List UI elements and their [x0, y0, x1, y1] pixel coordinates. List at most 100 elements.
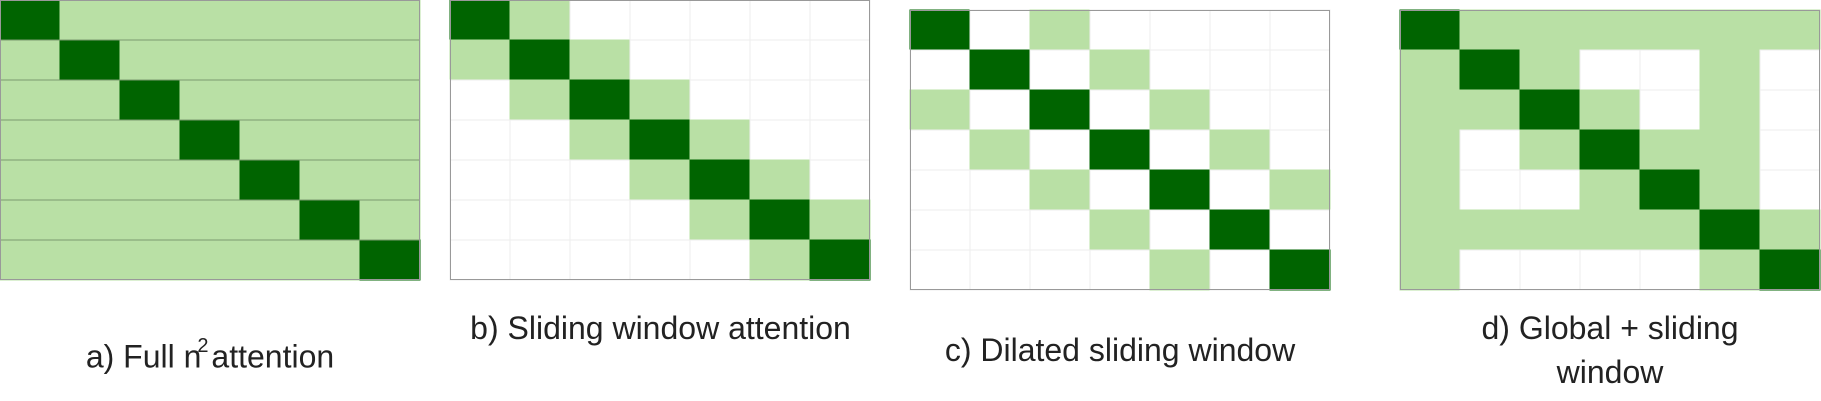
- cell: [1519, 89, 1581, 131]
- cell: [1639, 49, 1701, 91]
- cell: [0, 239, 61, 281]
- cell: [1459, 9, 1521, 51]
- cell: [179, 0, 241, 41]
- cell: [1639, 169, 1701, 211]
- cell: [239, 159, 301, 201]
- cell: [509, 79, 571, 121]
- cell: [1149, 49, 1211, 91]
- cell: [1699, 49, 1761, 91]
- cell: [59, 39, 121, 81]
- cell: [1209, 9, 1271, 51]
- cell: [0, 0, 61, 41]
- cell: [689, 199, 751, 241]
- cell: [1519, 9, 1581, 51]
- cell: [1089, 209, 1151, 251]
- cell: [59, 239, 121, 281]
- cell: [1759, 49, 1821, 91]
- cell: [59, 79, 121, 121]
- cell: [909, 209, 971, 251]
- cell: [1759, 129, 1821, 171]
- cell: [509, 119, 571, 161]
- cell: [749, 79, 811, 121]
- cell: [1519, 209, 1581, 251]
- cell: [1399, 49, 1461, 91]
- cell: [1759, 9, 1821, 51]
- cell: [509, 239, 571, 281]
- cell: [359, 119, 421, 161]
- cell: [1639, 249, 1701, 291]
- cell: [179, 159, 241, 201]
- cell: [1699, 129, 1761, 171]
- cell: [59, 159, 121, 201]
- cell: [749, 119, 811, 161]
- caption-b: b) Sliding window attention: [470, 310, 851, 346]
- cell: [1269, 249, 1331, 291]
- cell: [629, 39, 691, 81]
- cell: [689, 119, 751, 161]
- cell: [119, 79, 181, 121]
- cell: [569, 119, 631, 161]
- cell: [59, 119, 121, 161]
- cell: [299, 39, 361, 81]
- cell: [299, 199, 361, 241]
- cell: [0, 159, 61, 201]
- cell: [1459, 249, 1521, 291]
- cell: [119, 199, 181, 241]
- cell: [509, 39, 571, 81]
- cell: [119, 0, 181, 41]
- cell: [1459, 49, 1521, 91]
- cell: [1579, 129, 1641, 171]
- cell: [1519, 169, 1581, 211]
- cell: [909, 9, 971, 51]
- cell: [1579, 209, 1641, 251]
- cell: [909, 249, 971, 291]
- cell: [1639, 9, 1701, 51]
- cell: [359, 39, 421, 81]
- cell: [59, 199, 121, 241]
- cell: [359, 0, 421, 41]
- cell: [299, 159, 361, 201]
- caption-a: a) Full n2 attention: [0, 328, 420, 379]
- cell: [969, 209, 1031, 251]
- cell: [909, 129, 971, 171]
- cell: [1029, 129, 1091, 171]
- cell: [1269, 129, 1331, 171]
- cell: [449, 239, 511, 281]
- cell: [749, 0, 811, 41]
- cell: [239, 79, 301, 121]
- cell: [239, 199, 301, 241]
- cell: [1209, 89, 1271, 131]
- cell: [179, 39, 241, 81]
- cell: [59, 0, 121, 41]
- caption-superscript: 2: [197, 335, 209, 357]
- cell: [909, 49, 971, 91]
- cell: [119, 239, 181, 281]
- cell: [1579, 9, 1641, 51]
- cell: [1699, 169, 1761, 211]
- cell: [1209, 129, 1271, 171]
- cell: [1699, 209, 1761, 251]
- cell: [809, 199, 871, 241]
- cell: [969, 9, 1031, 51]
- cell: [1639, 89, 1701, 131]
- cell: [449, 119, 511, 161]
- cell: [509, 0, 571, 41]
- cell: [629, 159, 691, 201]
- cell: [629, 239, 691, 281]
- cell: [969, 129, 1031, 171]
- cell: [629, 0, 691, 41]
- cell: [1269, 209, 1331, 251]
- cell: [449, 0, 511, 41]
- cell: [1149, 9, 1211, 51]
- cell: [1579, 249, 1641, 291]
- cell: [449, 159, 511, 201]
- cell: [1269, 9, 1331, 51]
- cell: [1089, 9, 1151, 51]
- cell: [569, 0, 631, 41]
- cell: [1089, 49, 1151, 91]
- cell: [1209, 169, 1271, 211]
- grid-border: [1400, 10, 1820, 290]
- grid-border: [0, 0, 420, 280]
- cell: [1149, 169, 1211, 211]
